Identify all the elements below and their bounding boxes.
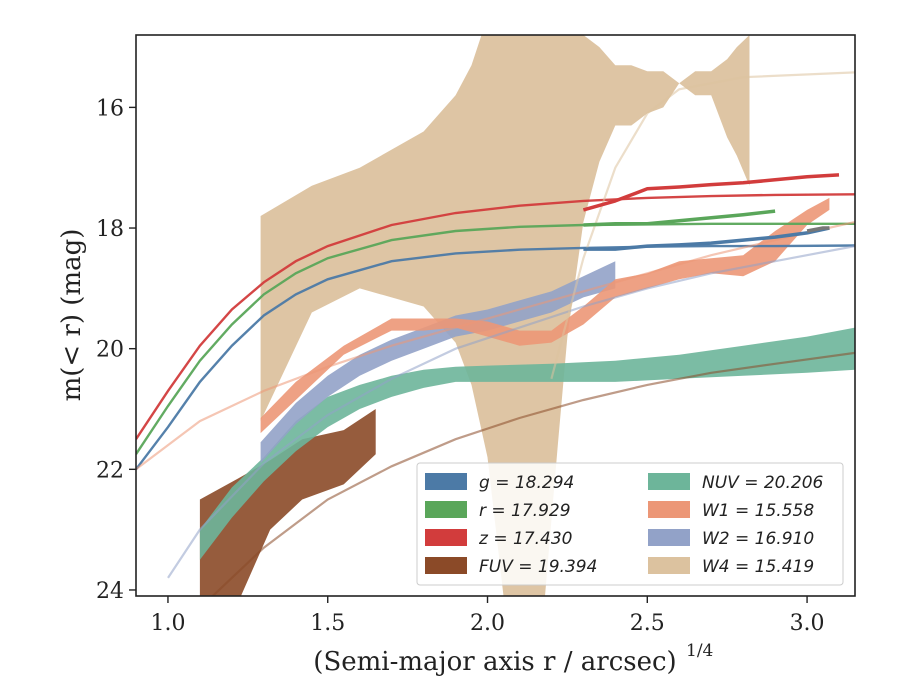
- observed-g: [583, 226, 830, 251]
- observed-r: [583, 209, 776, 227]
- plot-area: [136, 35, 855, 596]
- legend-label: W4 = 15.419: [702, 557, 814, 577]
- x-tick-label: 2.5: [630, 611, 665, 636]
- y-tick-label: 20: [96, 338, 124, 363]
- legend-swatch: [648, 501, 690, 518]
- legend-swatch: [425, 557, 467, 574]
- model-curve-w2: [167, 245, 855, 579]
- model-curve-w4: [550, 71, 855, 380]
- legend-swatch: [425, 473, 467, 490]
- legend-label: FUV = 19.394: [479, 557, 597, 577]
- x-tick-label: 2.0: [470, 611, 505, 636]
- observed-z: [582, 173, 840, 212]
- legend-swatch: [648, 557, 690, 574]
- legend: g = 18.294 r = 17.929 z = 17.430 FUV = 19.3…: [416, 462, 844, 586]
- legend-swatch: [425, 501, 467, 518]
- legend-label: z = 17.430: [478, 529, 572, 549]
- model-curve-w1: [136, 220, 855, 471]
- legend-label: W1 = 15.558: [702, 501, 814, 521]
- x-tick-label: 3.0: [790, 611, 825, 636]
- legend-label: r = 17.929: [479, 501, 571, 521]
- model-curve-g: [136, 244, 855, 471]
- legend-swatch: [648, 473, 690, 490]
- legend-label: NUV = 20.206: [702, 473, 824, 493]
- x-tick-label: 1.0: [150, 611, 185, 636]
- model-curve-fuv: [211, 351, 855, 596]
- legend-box: [416, 462, 844, 586]
- x-axis-label-exponent: 1/4: [686, 641, 713, 661]
- x-tick-label: 1.5: [310, 611, 345, 636]
- y-axis-label: m(< r) (mag): [57, 229, 87, 402]
- legend-swatch: [648, 529, 690, 546]
- y-tick-label: 24: [96, 579, 124, 604]
- band-fuv: [199, 409, 376, 596]
- plot-frame: [135, 34, 856, 597]
- legend-swatch: [425, 529, 467, 546]
- band-nuv: [199, 327, 855, 560]
- axis-ticks: 1.0 1.5 2.0 2.5 3.0 16 18 20 22 24: [96, 96, 825, 636]
- model-curve-z: [136, 193, 855, 440]
- y-tick-label: 16: [96, 96, 124, 121]
- observed-g2: [806, 226, 830, 233]
- legend-label: W2 = 16.910: [702, 529, 814, 549]
- model-curve-r: [136, 222, 855, 455]
- band-w2: [260, 261, 616, 464]
- y-tick-label: 22: [96, 458, 124, 483]
- legend-label: g = 18.294: [479, 473, 574, 493]
- y-tick-label: 18: [96, 217, 124, 242]
- x-axis-label: (Semi-major axis r / arcsec): [313, 647, 676, 677]
